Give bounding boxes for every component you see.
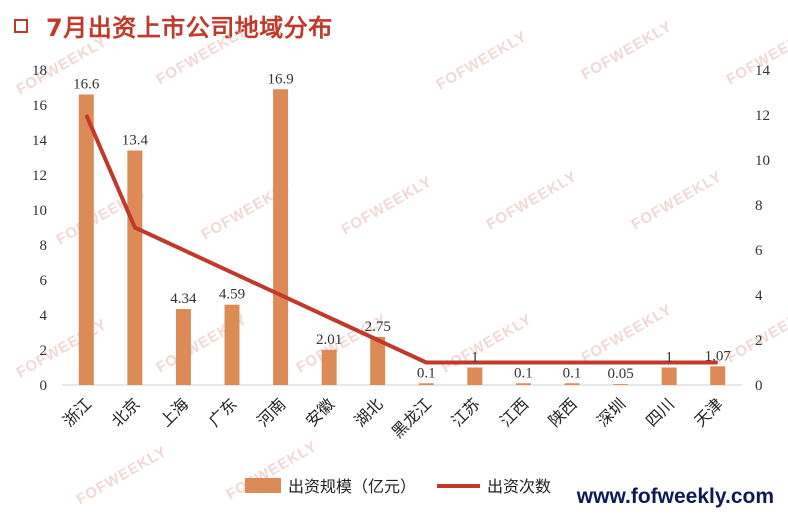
category-label: 安徽 [302, 394, 338, 430]
legend: 出资规模（亿元） 出资次数 [245, 477, 551, 496]
left-axis-tick-label: 2 [40, 343, 48, 359]
bar-data-label: 0.05 [607, 366, 633, 382]
bar [370, 336, 386, 385]
bar-data-label: 16.9 [267, 71, 293, 87]
left-axis-tick-label: 18 [32, 63, 47, 79]
left-axis-tick-label: 0 [40, 378, 48, 394]
site-url: www.fofweekly.com [576, 485, 774, 508]
right-axis-tick-label: 12 [755, 108, 770, 124]
line-series [84, 114, 718, 365]
bar-data-label: 2.75 [365, 319, 391, 335]
bar [467, 367, 483, 385]
left-axis-tick-label: 16 [32, 98, 48, 114]
watermark-text: FOFWEEKLY [484, 168, 581, 234]
category-label: 深圳 [593, 394, 629, 430]
category-label: 湖北 [350, 394, 386, 430]
bar-data-label: 4.34 [170, 291, 197, 307]
bar [710, 366, 726, 385]
bar-data-label: 13.4 [122, 133, 149, 149]
left-axis-tick-label: 12 [32, 168, 47, 184]
bar [321, 349, 337, 385]
bar [175, 309, 191, 385]
watermark-text: FOFWEEKLY [579, 301, 676, 367]
right-axis-tick-label: 0 [755, 378, 763, 394]
watermark-text: FOFWEEKLY [14, 316, 111, 382]
bar-data-label: 16.6 [73, 77, 100, 93]
bar-series [78, 89, 726, 385]
chart-title: 7月出资上市公司地域分布 [46, 13, 333, 42]
watermark-text: FOFWEEKLY [629, 168, 726, 234]
category-label: 广东 [205, 394, 241, 430]
right-axis-tick-label: 6 [755, 243, 763, 259]
left-axis-tick-label: 14 [32, 133, 48, 149]
bar [515, 383, 531, 385]
watermark-text: FOFWEEKLY [154, 23, 251, 89]
watermark-text: FOFWEEKLY [434, 28, 531, 94]
category-label: 天津 [690, 394, 726, 430]
bar-data-label: 0.1 [563, 365, 582, 381]
bar [224, 304, 240, 385]
right-axis-tick-label: 2 [755, 333, 763, 349]
bar [127, 150, 143, 385]
category-label: 上海 [156, 394, 192, 430]
category-label: 江苏 [448, 394, 484, 430]
legend-line-label: 出资次数 [487, 477, 551, 496]
bar-data-label: 1.07 [705, 348, 732, 364]
left-axis-tick-label: 8 [40, 238, 48, 254]
watermark-text: FOFWEEKLY [74, 443, 171, 509]
bar-data-label: 4.59 [219, 287, 245, 303]
category-label: 黑龙江 [388, 394, 435, 441]
bar-data-label: 2.01 [316, 332, 342, 348]
right-axis-tick-label: 8 [755, 198, 763, 214]
left-axis-tick-label: 10 [32, 203, 47, 219]
bar-data-label: 1 [665, 350, 673, 366]
left-axis-tick-label: 6 [40, 273, 48, 289]
bar [78, 94, 94, 385]
right-axis-tick-label: 10 [755, 153, 770, 169]
bar [564, 383, 580, 385]
bar-data-label: 0.1 [417, 365, 436, 381]
category-label: 四川 [642, 394, 678, 430]
category-label: 江西 [496, 394, 532, 430]
bar-data-labels: 16.6 13.4 4.34 4.59 16.9 2.01 2.75 0.1 1 0.1 0.1 0.… [73, 71, 731, 382]
category-label: 北京 [108, 394, 144, 430]
bar-data-label: 1 [471, 350, 479, 366]
left-axis-ticks: 0 2 4 6 8 10 12 14 16 18 [32, 63, 48, 394]
category-label: 陕西 [545, 394, 581, 430]
right-axis-tick-label: 4 [755, 288, 763, 304]
bar [418, 383, 434, 385]
right-axis-tick-label: 14 [755, 63, 771, 79]
bar [661, 367, 677, 385]
watermark-text: FOFWEEKLY [339, 173, 436, 239]
right-axis-ticks: 0 2 4 6 8 10 12 14 [755, 63, 771, 394]
category-label: 河南 [253, 394, 289, 430]
legend-bar-swatch [245, 478, 281, 493]
bar [273, 89, 289, 385]
watermark-text: FOFWEEKLY [579, 18, 676, 84]
bar-data-label: 0.1 [514, 365, 533, 381]
legend-bar-label: 出资规模（亿元） [288, 477, 416, 496]
square-icon [14, 19, 28, 33]
category-label: 浙江 [59, 394, 95, 430]
bar [613, 384, 629, 385]
left-axis-tick-label: 4 [40, 308, 48, 324]
category-labels: 浙江 北京 上海 广东 河南 安徽 湖北 黑龙江 江苏 江西 陕西 深圳 四川 天津 [59, 394, 727, 441]
chart-title-bar: 7月出资上市公司地域分布 [14, 8, 333, 42]
